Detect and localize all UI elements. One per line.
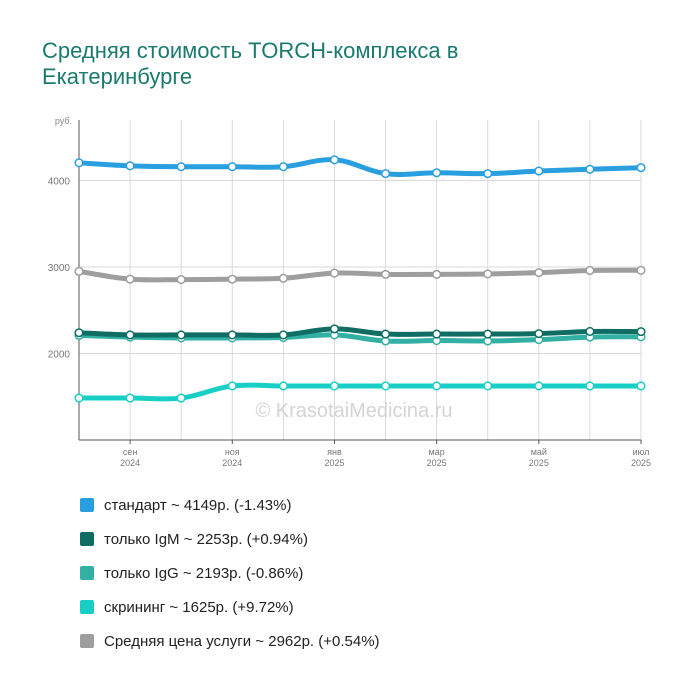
legend-label: скрининг ~ 1625р. (+9.72%) xyxy=(104,598,294,616)
series-line xyxy=(76,326,644,338)
data-point xyxy=(227,381,237,391)
x-tick-month: май xyxy=(531,447,547,457)
data-point xyxy=(432,269,442,279)
legend-label: только IgG ~ 2193р. (-0.86%) xyxy=(104,564,304,582)
x-tick-month: сен xyxy=(123,447,138,457)
data-point xyxy=(380,329,391,339)
data-point xyxy=(483,269,493,279)
data-point xyxy=(636,163,646,173)
data-point xyxy=(432,329,442,339)
data-point xyxy=(329,155,340,165)
legend-item[interactable]: стандарт ~ 4149р. (-1.43%) xyxy=(80,488,380,522)
y-tick-label: 4000 xyxy=(48,177,71,188)
legend-swatch xyxy=(80,532,94,546)
legend-swatch xyxy=(80,600,94,614)
legend-item[interactable]: скрининг ~ 1625р. (+9.72%) xyxy=(80,590,380,624)
legend-label: только IgM ~ 2253р. (+0.94%) xyxy=(104,530,308,548)
data-point xyxy=(534,381,544,391)
data-point xyxy=(380,269,391,279)
data-point xyxy=(74,158,84,168)
line-chart: 200030004000руб.сен2024ноя2024янв2025мар… xyxy=(48,116,651,468)
data-point xyxy=(125,330,135,340)
x-tick-year: 2025 xyxy=(631,458,651,468)
x-tick-year: 2025 xyxy=(427,458,447,468)
x-tick-year: 2025 xyxy=(529,458,549,468)
data-point xyxy=(585,381,595,391)
x-tick-month: мар xyxy=(429,447,445,457)
data-point xyxy=(176,330,186,340)
x-tick-year: 2024 xyxy=(120,458,140,468)
data-point xyxy=(74,328,84,338)
data-point xyxy=(380,169,391,179)
watermark-text: © KrasotaiMedicina.ru xyxy=(255,400,452,422)
series-line xyxy=(76,382,644,402)
data-point xyxy=(278,381,288,391)
legend-label: стандарт ~ 4149р. (-1.43%) xyxy=(104,496,292,514)
chart-title: Средняя стоимость TORCH-комплекса в Екат… xyxy=(42,38,459,89)
data-point xyxy=(483,169,493,179)
data-point xyxy=(483,381,493,391)
data-point xyxy=(125,161,135,171)
data-point xyxy=(432,168,442,178)
x-tick-year: 2025 xyxy=(324,458,344,468)
data-point xyxy=(125,393,135,403)
data-point xyxy=(74,266,84,276)
y-tick-label: 2000 xyxy=(48,350,71,361)
data-point xyxy=(534,166,544,176)
x-tick-month: ноя xyxy=(225,447,240,457)
chart-legend: стандарт ~ 4149р. (-1.43%) только IgM ~ 2… xyxy=(80,488,380,658)
legend-item[interactable]: Средняя цена услуги ~ 2962р. (+0.54%) xyxy=(80,624,380,658)
data-point xyxy=(227,330,237,340)
data-point xyxy=(278,162,288,172)
data-point xyxy=(176,393,186,403)
data-point xyxy=(380,381,391,391)
data-point xyxy=(74,393,84,403)
legend-item[interactable]: только IgM ~ 2253р. (+0.94%) xyxy=(80,522,380,556)
data-point xyxy=(636,265,646,275)
data-point xyxy=(227,162,237,172)
data-point xyxy=(534,268,544,278)
data-point xyxy=(329,324,340,334)
data-point xyxy=(585,164,595,174)
data-point xyxy=(278,330,288,340)
x-tick-month: янв xyxy=(327,447,342,457)
data-point xyxy=(585,265,595,276)
legend-swatch xyxy=(80,566,94,580)
legend-swatch xyxy=(80,634,94,648)
data-point xyxy=(636,327,646,337)
data-point xyxy=(227,274,237,284)
data-point xyxy=(585,326,595,337)
data-point xyxy=(329,381,340,391)
x-tick-year: 2024 xyxy=(222,458,242,468)
data-point xyxy=(176,275,186,285)
data-point xyxy=(278,273,288,283)
data-point xyxy=(636,381,646,391)
y-tick-label: 3000 xyxy=(48,263,71,274)
data-point xyxy=(176,162,186,172)
legend-item[interactable]: только IgG ~ 2193р. (-0.86%) xyxy=(80,556,380,590)
data-point xyxy=(534,329,544,339)
data-point xyxy=(329,268,340,278)
data-point xyxy=(483,329,493,339)
x-tick-month: июл xyxy=(633,447,650,457)
series-line xyxy=(76,157,644,177)
series-line xyxy=(76,267,644,283)
data-point xyxy=(125,274,135,284)
legend-swatch xyxy=(80,498,94,512)
y-unit-label: руб. xyxy=(55,116,72,126)
legend-label: Средняя цена услуги ~ 2962р. (+0.54%) xyxy=(104,632,380,650)
data-point xyxy=(432,381,442,391)
